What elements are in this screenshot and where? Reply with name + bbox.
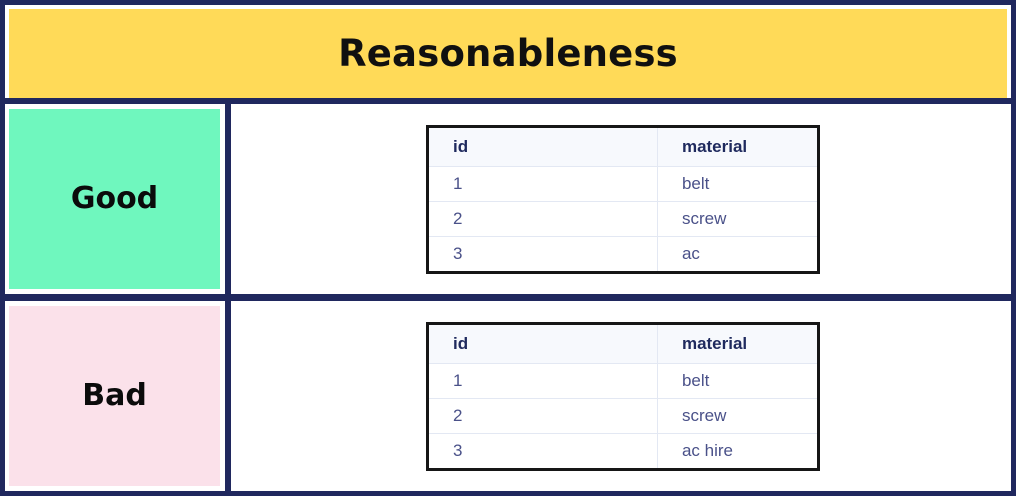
good-label-cell: Good (5, 104, 231, 294)
good-cell-material-3: ac (656, 236, 817, 271)
good-column-header-id: id (429, 127, 658, 167)
bad-cell-id-2: 2 (429, 398, 658, 434)
title-banner-row: Reasonableness (5, 5, 1011, 104)
table-row: 1 belt (429, 166, 817, 202)
bad-table-head: id material (429, 324, 817, 364)
good-content-cell: id material 1 belt 2 screw (231, 104, 1011, 294)
good-cell-id-3: 3 (429, 236, 658, 271)
bad-content-cell: id material 1 belt 2 screw (231, 301, 1011, 491)
bad-label-text: Bad (82, 378, 147, 413)
table-header-row: id material (429, 324, 817, 364)
table-row: 2 screw (429, 201, 817, 237)
bad-cell-material-1: belt (656, 363, 817, 399)
bad-row: Bad id material 1 belt (5, 301, 1011, 491)
bad-column-header-id: id (429, 324, 658, 364)
good-cell-material-1: belt (656, 166, 817, 202)
table-row: 1 belt (429, 363, 817, 399)
page-title: Reasonableness (338, 32, 678, 75)
good-row: Good id material 1 belt (5, 104, 1011, 301)
good-column-header-material: material (656, 127, 817, 167)
bad-column-header-material: material (656, 324, 817, 364)
bad-table-body: 1 belt 2 screw 3 ac hire (429, 363, 817, 468)
good-table-body: 1 belt 2 screw 3 ac (429, 166, 817, 271)
bad-cell-id-3: 3 (429, 433, 658, 468)
table-row: 3 ac hire (429, 433, 817, 468)
table-row: 2 screw (429, 398, 817, 434)
bad-label-chip: Bad (9, 306, 220, 486)
bad-cell-material-3: ac hire (656, 433, 817, 468)
bad-label-cell: Bad (5, 301, 231, 491)
good-cell-id-2: 2 (429, 201, 658, 237)
good-table-container: id material 1 belt 2 screw (426, 124, 820, 274)
bad-data-table: id material 1 belt 2 screw (429, 324, 817, 468)
bad-cell-material-2: screw (656, 398, 817, 434)
title-banner: Reasonableness (9, 9, 1007, 98)
bad-table-container: id material 1 belt 2 screw (426, 321, 820, 471)
good-label-chip: Good (9, 109, 220, 289)
good-cell-id-1: 1 (429, 166, 658, 202)
good-table-head: id material (429, 127, 817, 167)
table-row: 3 ac (429, 236, 817, 271)
good-cell-material-2: screw (656, 201, 817, 237)
good-label-text: Good (70, 181, 159, 216)
bad-cell-id-1: 1 (429, 363, 658, 399)
table-header-row: id material (429, 127, 817, 167)
good-data-table: id material 1 belt 2 screw (429, 127, 817, 271)
